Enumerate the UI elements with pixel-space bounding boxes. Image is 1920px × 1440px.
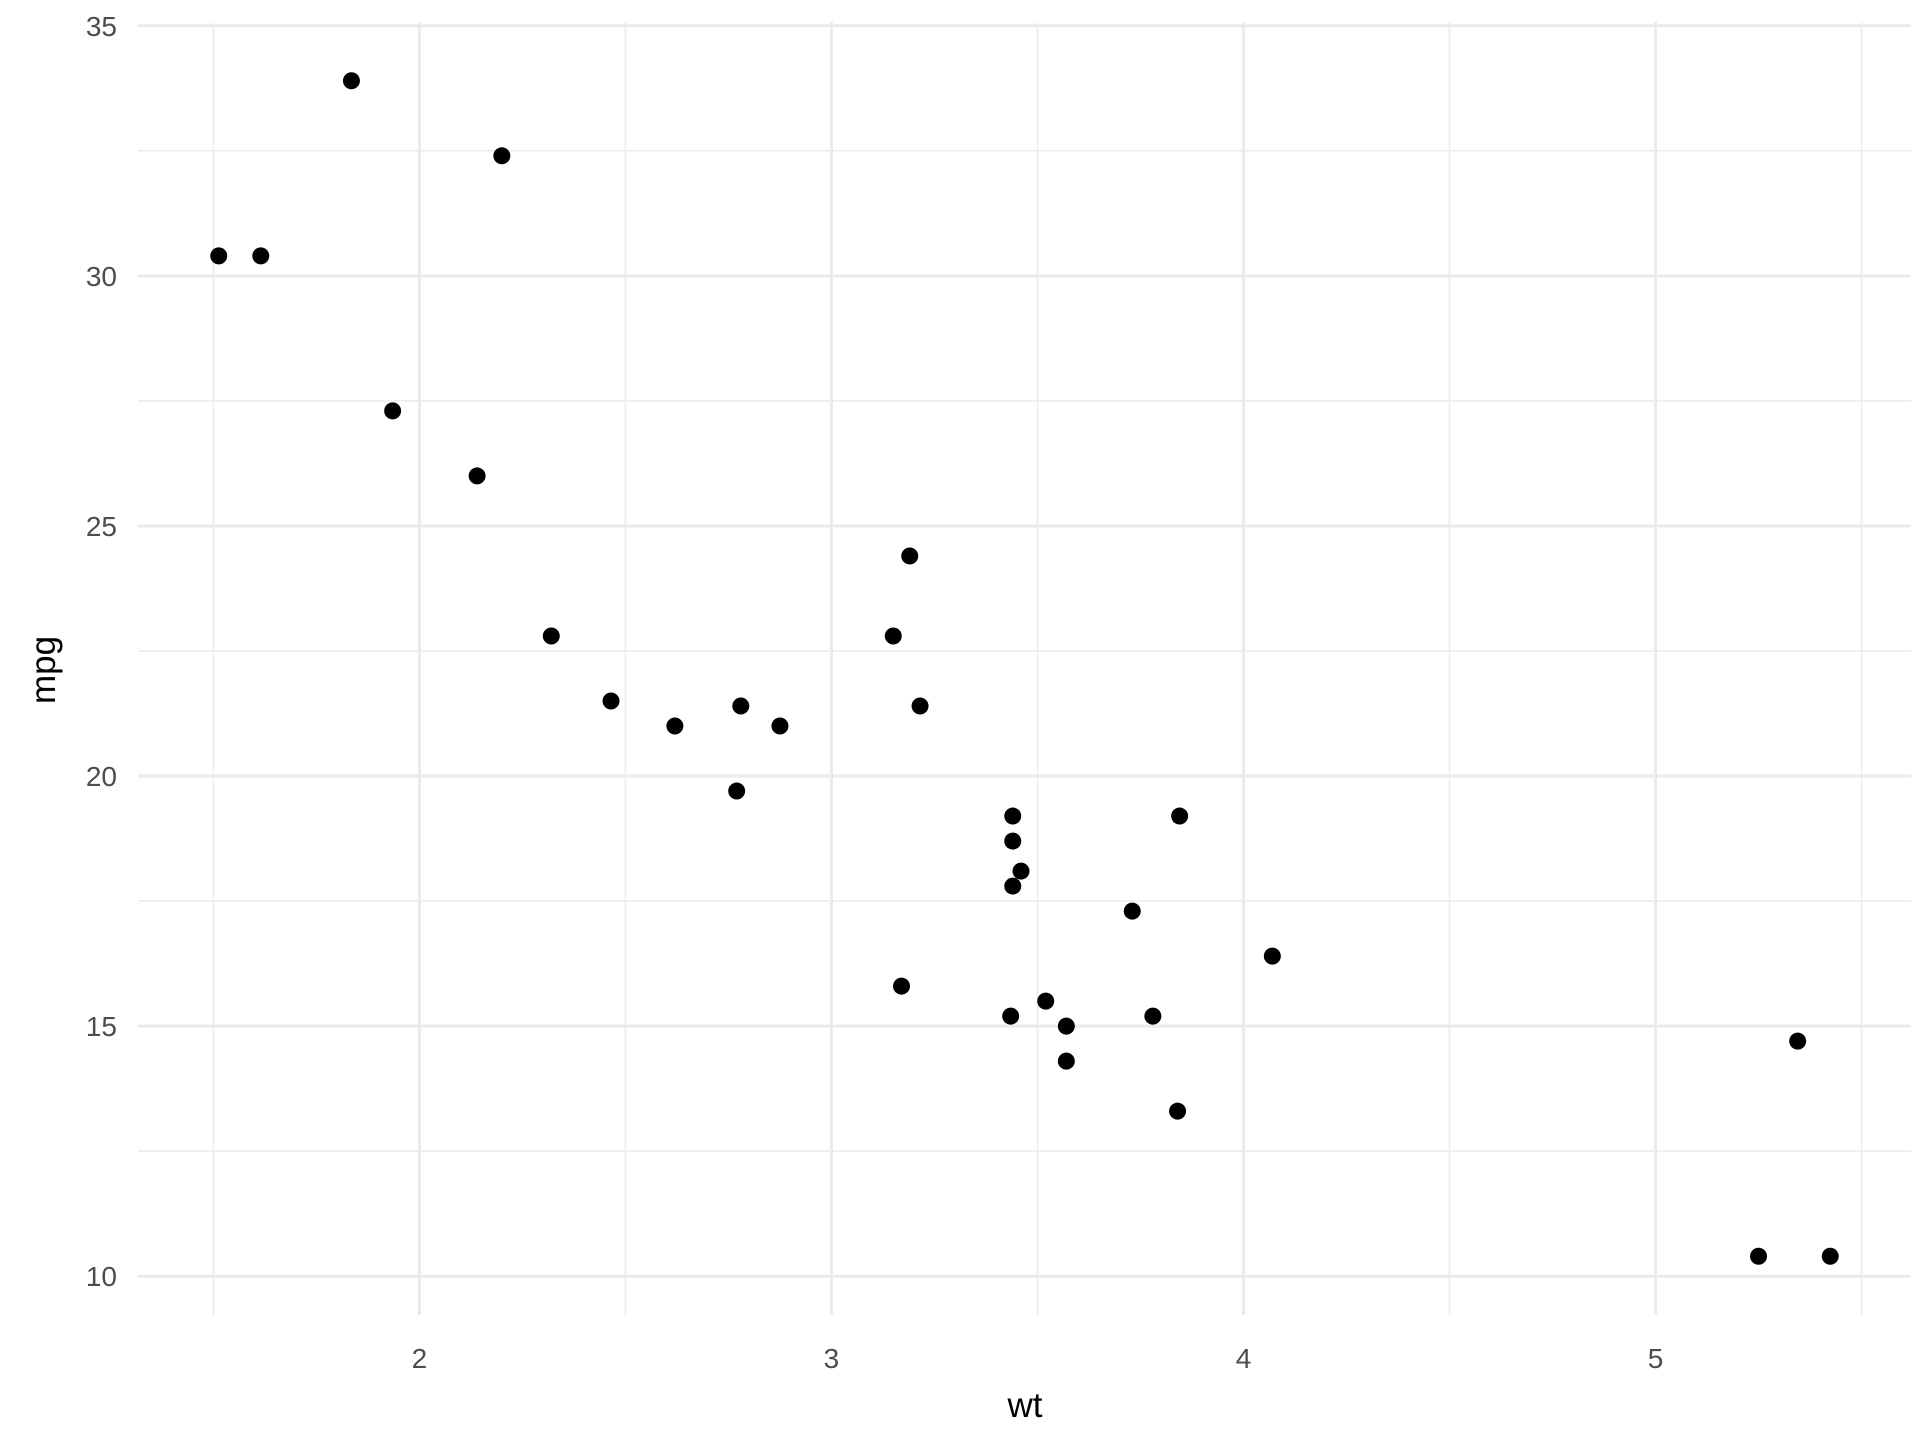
data-point: [732, 697, 750, 715]
data-point: [728, 782, 746, 800]
data-point: [771, 717, 789, 735]
y-tick-label: 30: [86, 261, 117, 292]
data-point: [1004, 877, 1022, 895]
y-tick-label: 20: [86, 761, 117, 792]
x-tick-label: 4: [1236, 1343, 1252, 1374]
y-axis-title: mpg: [24, 636, 63, 704]
data-point: [1037, 992, 1055, 1010]
data-point: [1123, 902, 1141, 920]
data-point: [1169, 1102, 1187, 1120]
data-point: [602, 692, 620, 710]
data-point: [252, 247, 270, 265]
x-tick-label: 5: [1648, 1343, 1664, 1374]
data-point: [342, 72, 360, 90]
data-point: [884, 627, 902, 645]
data-point: [1144, 1007, 1162, 1025]
data-point: [493, 147, 511, 165]
data-point: [911, 697, 929, 715]
data-point: [901, 547, 919, 565]
data-point: [468, 467, 486, 485]
data-point: [1263, 947, 1281, 965]
data-point: [542, 627, 560, 645]
data-point: [1057, 1017, 1075, 1035]
grid: [138, 22, 1911, 1315]
y-axis-ticks: 10 15 20 25 30 35: [86, 11, 117, 1292]
data-point: [384, 402, 402, 420]
x-axis-title: wt: [1007, 1386, 1043, 1425]
x-axis-ticks: 2 3 4 5: [412, 1343, 1664, 1374]
data-point: [1057, 1052, 1075, 1070]
data-point: [893, 977, 911, 995]
x-tick-label: 3: [824, 1343, 840, 1374]
data-point: [1012, 862, 1030, 880]
data-point: [210, 247, 228, 265]
y-tick-label: 15: [86, 1011, 117, 1042]
data-point: [1171, 807, 1189, 825]
x-tick-label: 2: [412, 1343, 428, 1374]
data-point: [1004, 807, 1022, 825]
y-tick-label: 10: [86, 1261, 117, 1292]
points: [210, 72, 1839, 1265]
data-point: [1821, 1247, 1839, 1265]
y-tick-label: 35: [86, 11, 117, 42]
y-tick-label: 25: [86, 511, 117, 542]
data-point: [1002, 1007, 1020, 1025]
data-point: [1004, 832, 1022, 850]
data-point: [1789, 1032, 1807, 1050]
data-point: [666, 717, 684, 735]
data-point: [1750, 1247, 1768, 1265]
